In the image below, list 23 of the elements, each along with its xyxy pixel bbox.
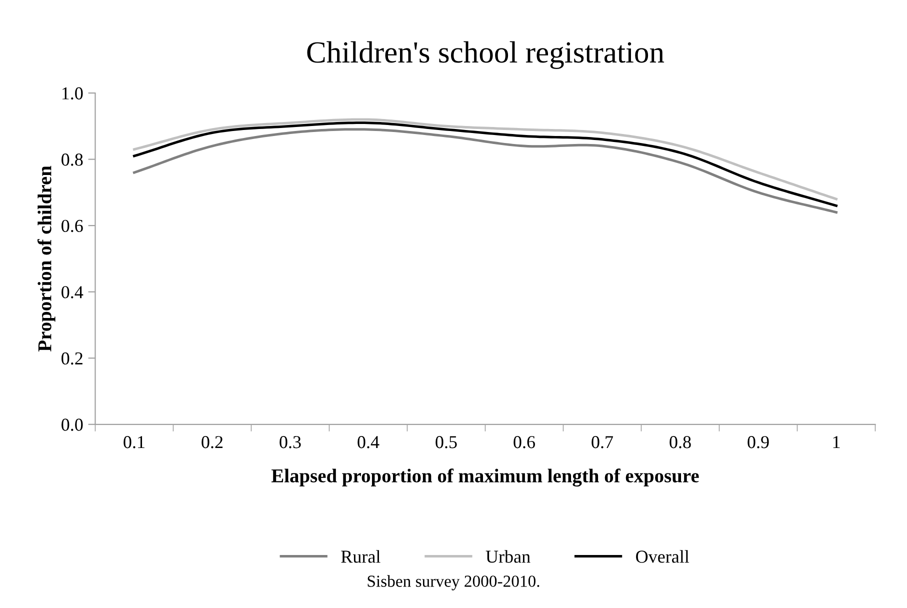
x-tick-label: 0.6 [514,436,535,448]
x-tick-label: 0.3 [280,436,301,448]
x-tick-label: 0.5 [436,436,457,448]
y-tick-label: 0.6 [62,220,83,232]
x-tick-label: 0.4 [358,436,380,448]
x-axis-title: Elapsed proportion of maximum length of exposure [271,468,699,487]
y-tick-label: 1.0 [62,87,83,100]
y-tick-label: 0.0 [62,418,83,431]
x-tick-label: 0.8 [670,436,691,448]
y-tick-label: 0.4 [62,286,84,298]
y-axis-title: Proportion of children [37,166,56,352]
legend-label: Urban [486,550,530,563]
x-tick-label: 0.2 [202,436,223,448]
text: Sisben survey 2000-2010. [368,575,540,590]
x-tick-label: 0.9 [748,436,769,448]
chart-title: Children's school registration [307,41,664,70]
legend-label: Overall [636,550,690,563]
legend-label: Rural [341,550,380,563]
y-tick-label: 0.8 [62,154,83,166]
x-tick-label: 1 [833,436,840,448]
x-tick-label: 0.1 [124,436,144,448]
x-tick-label: 0.7 [592,436,614,448]
y-tick-label: 0.2 [62,352,82,365]
